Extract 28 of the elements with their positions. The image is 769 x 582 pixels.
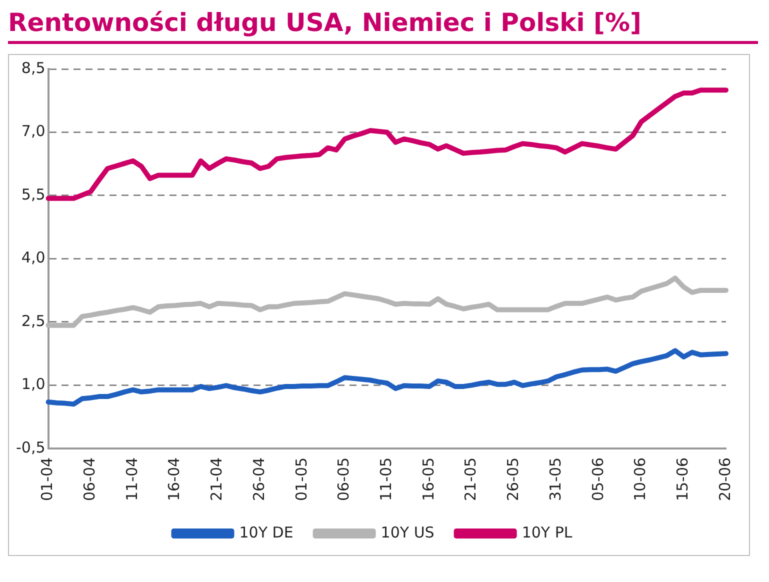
x-tick-label: 11-05 — [377, 457, 396, 502]
x-tick-label: 11-04 — [122, 457, 141, 502]
x-tick-label: 21-05 — [462, 457, 480, 502]
x-tick-label: 26-04 — [250, 457, 268, 502]
x-tick-label: 16-04 — [165, 457, 184, 502]
x-tick-label: 16-05 — [419, 457, 438, 502]
y-tick-label: 5,5 — [21, 185, 46, 204]
x-tick-label: 01-05 — [292, 457, 310, 502]
y-tick-label: 4,0 — [21, 248, 46, 267]
legend-label: 10Y PL — [522, 523, 573, 542]
x-tick-label: 05-06 — [588, 457, 607, 502]
y-tick-label: 1,0 — [21, 375, 46, 394]
x-tick-label: 26-05 — [504, 457, 522, 502]
y-tick-label: 2,5 — [21, 312, 46, 330]
x-tick-label: 15-06 — [674, 457, 692, 502]
x-tick-label: 21-04 — [208, 457, 226, 502]
y-tick-label: 7,0 — [21, 122, 46, 140]
y-tick-label: -0,5 — [16, 438, 46, 456]
x-tick-label: 10-06 — [631, 457, 650, 502]
chart-title: Rentowności długu USA, Niemiec i Polski [%] — [8, 8, 642, 39]
y-tick-label: 8,5 — [21, 58, 46, 77]
x-tick-label: 31-05 — [546, 457, 564, 502]
legend-label: 10Y US — [380, 523, 434, 542]
x-tick-label: 06-05 — [334, 457, 353, 502]
x-tick-label: 01-04 — [38, 457, 56, 502]
x-tick-label: 06-04 — [80, 457, 99, 502]
x-tick-label: 20-06 — [716, 457, 734, 502]
legend-label: 10Y DE — [239, 523, 294, 542]
